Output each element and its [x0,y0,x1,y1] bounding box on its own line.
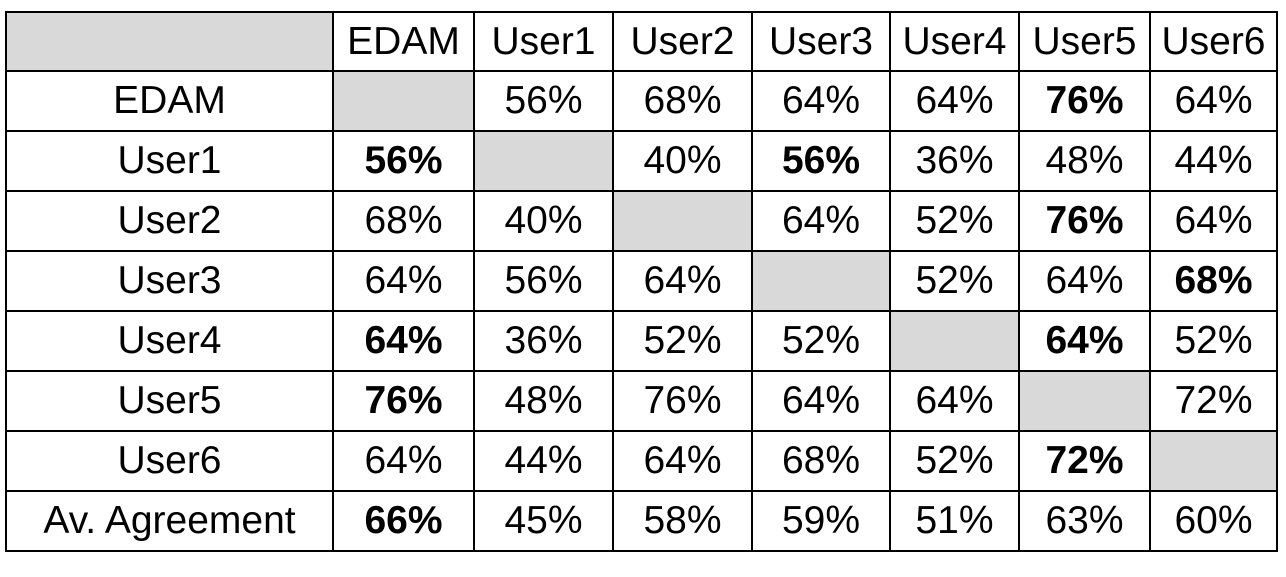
agreement-cell: 76% [612,370,753,432]
column-header: User5 [1018,11,1151,72]
column-header: User2 [612,11,753,72]
table-row: User2 68% 40% 64% 52% 76% 64% [5,190,1278,252]
agreement-cell: 48% [473,370,614,432]
agreement-cell: 64% [332,430,475,492]
agreement-cell: 68% [332,190,475,252]
agreement-cell: 72% [1149,370,1278,432]
agreement-cell: 51% [889,490,1020,552]
agreement-cell: 63% [1018,490,1151,552]
agreement-cell: 76% [332,370,475,432]
agreement-cell: 36% [473,310,614,372]
row-label: User2 [5,190,334,252]
agreement-cell: 64% [612,430,753,492]
agreement-cell: 64% [1018,310,1151,372]
agreement-cell: 56% [751,130,891,192]
agreement-cell: 66% [332,490,475,552]
diagonal-blank-cell [751,250,891,312]
agreement-cell: 52% [751,310,891,372]
row-label: User4 [5,310,334,372]
agreement-cell: 56% [332,130,475,192]
agreement-cell: 64% [612,250,753,312]
column-header: User6 [1149,11,1278,72]
agreement-cell: 40% [612,130,753,192]
agreement-cell: 76% [1018,190,1151,252]
table-row: EDAM 56% 68% 64% 64% 76% 64% [5,70,1278,132]
corner-cell [5,11,334,72]
agreement-cell: 64% [751,370,891,432]
table-row: User3 64% 56% 64% 52% 64% 68% [5,250,1278,312]
agreement-cell: 68% [612,70,753,132]
column-header: User3 [751,11,891,72]
column-header: EDAM [332,11,475,72]
agreement-cell: 64% [332,250,475,312]
row-label: Av. Agreement [5,490,334,552]
agreement-cell: 52% [889,430,1020,492]
agreement-cell: 56% [473,70,614,132]
agreement-cell: 58% [612,490,753,552]
row-label: EDAM [5,70,334,132]
table-body: EDAM User1 User2 User3 User4 User5 User6 EDAM 56… [5,11,1278,552]
agreement-table: EDAM User1 User2 User3 User4 User5 User6 EDAM 56… [5,11,1278,552]
diagonal-blank-cell [1149,430,1278,492]
table-row: User4 64% 36% 52% 52% 64% 52% [5,310,1278,372]
agreement-cell: 48% [1018,130,1151,192]
agreement-cell: 76% [1018,70,1151,132]
column-header: User4 [889,11,1020,72]
agreement-cell: 52% [889,250,1020,312]
agreement-cell: 60% [1149,490,1278,552]
agreement-cell: 64% [1149,190,1278,252]
table-row: Av. Agreement 66% 45% 58% 59% 51% 63% 60% [5,490,1278,552]
agreement-cell: 64% [1018,250,1151,312]
diagonal-blank-cell [612,190,753,252]
header-row: EDAM User1 User2 User3 User4 User5 User6 [5,11,1278,72]
diagonal-blank-cell [1018,370,1151,432]
agreement-cell: 45% [473,490,614,552]
agreement-cell: 64% [751,190,891,252]
agreement-cell: 36% [889,130,1020,192]
row-label: User6 [5,430,334,492]
agreement-cell: 56% [473,250,614,312]
agreement-cell: 64% [889,370,1020,432]
agreement-cell: 59% [751,490,891,552]
row-label: User3 [5,250,334,312]
agreement-cell: 52% [889,190,1020,252]
agreement-cell: 64% [751,70,891,132]
table-row: User1 56% 40% 56% 36% 48% 44% [5,130,1278,192]
diagonal-blank-cell [332,70,475,132]
agreement-cell: 44% [1149,130,1278,192]
diagonal-blank-cell [889,310,1020,372]
table-row: User6 64% 44% 64% 68% 52% 72% [5,430,1278,492]
agreement-cell: 64% [889,70,1020,132]
agreement-cell: 52% [612,310,753,372]
agreement-cell: 64% [1149,70,1278,132]
agreement-cell: 68% [751,430,891,492]
agreement-cell: 52% [1149,310,1278,372]
agreement-cell: 64% [332,310,475,372]
agreement-cell: 68% [1149,250,1278,312]
agreement-cell: 44% [473,430,614,492]
row-label: User1 [5,130,334,192]
agreement-cell: 40% [473,190,614,252]
diagonal-blank-cell [473,130,614,192]
agreement-cell: 72% [1018,430,1151,492]
table-row: User5 76% 48% 76% 64% 64% 72% [5,370,1278,432]
row-label: User5 [5,370,334,432]
column-header: User1 [473,11,614,72]
